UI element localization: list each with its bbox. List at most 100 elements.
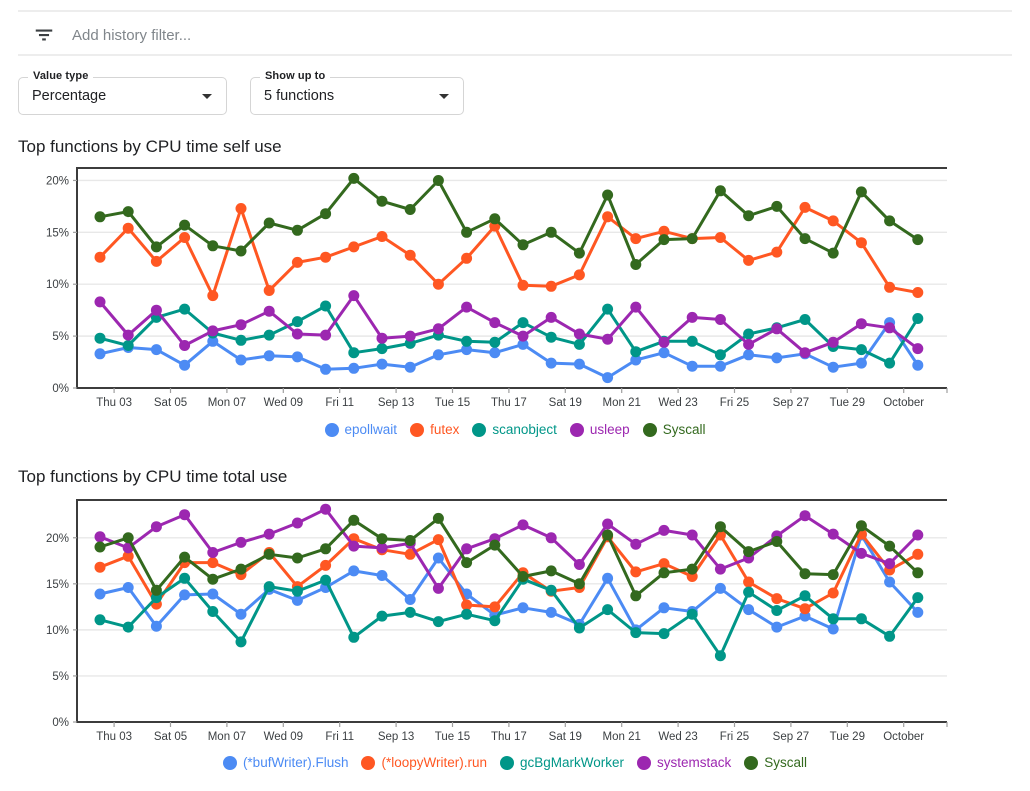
data-point-usleep[interactable] <box>432 323 444 335</box>
data-point-futex[interactable] <box>630 233 642 245</box>
data-point-epollwait[interactable] <box>376 358 388 370</box>
chart-canvas[interactable]: 0% 5% 10% 15% 20% Thu 03 Sat 05 Mon 07 Wed 09 Fri… <box>0 495 1030 749</box>
data-point-systemstack[interactable] <box>658 524 670 536</box>
data-point-systemstack[interactable] <box>884 558 896 570</box>
data-point-scanobject[interactable] <box>517 317 529 329</box>
data-point-systemstack[interactable] <box>517 519 529 531</box>
data-point-(*bufWriter).Flush[interactable] <box>884 576 896 588</box>
data-point-scanobject[interactable] <box>743 328 755 340</box>
data-point-epollwait[interactable] <box>432 349 444 361</box>
data-point-Syscall[interactable] <box>884 215 896 227</box>
legend-item-futex[interactable]: futex <box>410 422 459 437</box>
data-point-usleep[interactable] <box>94 296 106 308</box>
data-point-usleep[interactable] <box>686 311 698 323</box>
data-point-futex[interactable] <box>461 252 473 264</box>
data-point-Syscall[interactable] <box>348 172 360 184</box>
data-point-Syscall[interactable] <box>630 259 642 270</box>
data-point-scanobject[interactable] <box>348 347 360 359</box>
data-point-scanobject[interactable] <box>461 335 473 347</box>
data-point-epollwait[interactable] <box>150 344 162 356</box>
history-filter-input[interactable]: Add history filter... <box>72 26 192 44</box>
data-point-(*loopyWriter).run[interactable] <box>404 548 416 560</box>
data-point-epollwait[interactable] <box>771 352 783 364</box>
data-point-Syscall[interactable] <box>771 200 783 212</box>
data-point-usleep[interactable] <box>404 330 416 342</box>
data-point-epollwait[interactable] <box>179 359 191 371</box>
data-point-epollwait[interactable] <box>517 338 529 350</box>
data-point-scanobject[interactable] <box>235 334 247 346</box>
data-point-(*loopyWriter).run[interactable] <box>461 599 473 611</box>
data-point-Syscall[interactable] <box>432 175 444 186</box>
legend-item-(*loopyWriter).run[interactable]: (*loopyWriter).run <box>361 755 487 770</box>
data-point-gcBgMarkWorker[interactable] <box>827 613 839 625</box>
data-point-systemstack[interactable] <box>94 531 106 543</box>
data-point-scanobject[interactable] <box>545 331 557 343</box>
data-point-Syscall[interactable] <box>432 512 444 524</box>
data-point-(*loopyWriter).run[interactable] <box>743 576 755 588</box>
data-point-futex[interactable] <box>94 251 106 263</box>
data-point-Syscall[interactable] <box>517 239 529 251</box>
data-point-(*loopyWriter).run[interactable] <box>658 558 670 570</box>
data-point-systemstack[interactable] <box>461 543 473 555</box>
data-point-scanobject[interactable] <box>489 336 501 348</box>
data-point-gcBgMarkWorker[interactable] <box>179 572 191 584</box>
data-point-futex[interactable] <box>771 246 783 258</box>
data-point-scanobject[interactable] <box>376 343 388 355</box>
data-point-Syscall[interactable] <box>573 578 585 590</box>
data-point-Syscall[interactable] <box>602 529 614 541</box>
data-point-gcBgMarkWorker[interactable] <box>545 584 557 596</box>
data-point-Syscall[interactable] <box>855 186 867 198</box>
legend-item-scanobject[interactable]: scanobject <box>472 422 557 437</box>
data-point-futex[interactable] <box>122 222 134 234</box>
data-point-Syscall[interactable] <box>658 567 670 579</box>
data-point-gcBgMarkWorker[interactable] <box>630 627 642 639</box>
data-point-(*bufWriter).Flush[interactable] <box>912 606 924 618</box>
data-point-Syscall[interactable] <box>263 548 275 560</box>
data-point-scanobject[interactable] <box>602 303 614 315</box>
data-point-futex[interactable] <box>884 281 896 293</box>
data-point-Syscall[interactable] <box>94 541 106 553</box>
data-point-Syscall[interactable] <box>150 241 162 253</box>
data-point-scanobject[interactable] <box>263 329 275 341</box>
data-point-(*bufWriter).Flush[interactable] <box>179 589 191 601</box>
data-point-epollwait[interactable] <box>573 358 585 370</box>
data-point-gcBgMarkWorker[interactable] <box>855 613 867 625</box>
data-point-epollwait[interactable] <box>461 344 473 356</box>
data-point-(*bufWriter).Flush[interactable] <box>771 621 783 633</box>
data-point-(*bufWriter).Flush[interactable] <box>602 572 614 584</box>
data-point-usleep[interactable] <box>912 343 924 355</box>
data-point-epollwait[interactable] <box>404 361 416 373</box>
data-point-Syscall[interactable] <box>602 189 614 201</box>
data-point-usleep[interactable] <box>855 318 867 330</box>
data-point-epollwait[interactable] <box>348 362 360 374</box>
data-point-Syscall[interactable] <box>799 568 811 580</box>
data-point-Syscall[interactable] <box>573 247 585 259</box>
data-point-usleep[interactable] <box>179 340 191 351</box>
data-point-futex[interactable] <box>291 256 303 268</box>
data-point-usleep[interactable] <box>573 328 585 340</box>
data-point-(*loopyWriter).run[interactable] <box>320 559 332 571</box>
data-point-(*bufWriter).Flush[interactable] <box>348 565 360 577</box>
data-point-Syscall[interactable] <box>404 204 416 215</box>
data-point-futex[interactable] <box>320 251 332 263</box>
data-point-scanobject[interactable] <box>291 316 303 328</box>
data-point-futex[interactable] <box>179 232 191 243</box>
data-point-usleep[interactable] <box>799 347 811 359</box>
data-point-(*bufWriter).Flush[interactable] <box>404 594 416 605</box>
data-point-epollwait[interactable] <box>743 349 755 361</box>
data-point-Syscall[interactable] <box>714 185 726 197</box>
data-point-Syscall[interactable] <box>376 533 388 545</box>
data-point-(*bufWriter).Flush[interactable] <box>122 582 134 593</box>
data-point-usleep[interactable] <box>630 301 642 313</box>
data-point-epollwait[interactable] <box>235 354 247 366</box>
legend-item-Syscall[interactable]: Syscall <box>744 755 807 770</box>
data-point-systemstack[interactable] <box>291 517 303 529</box>
data-point-systemstack[interactable] <box>207 547 219 558</box>
data-point-scanobject[interactable] <box>122 340 134 351</box>
legend-item-systemstack[interactable]: systemstack <box>637 755 731 770</box>
legend-item-Syscall[interactable]: Syscall <box>642 422 705 437</box>
data-point-Syscall[interactable] <box>884 540 896 552</box>
data-point-scanobject[interactable] <box>686 335 698 347</box>
chart-canvas[interactable]: 0% 5% 10% 15% 20% Thu 03 Sat 05 Mon 07 Wed 09 Fri… <box>0 163 1030 415</box>
data-point-systemstack[interactable] <box>714 563 726 575</box>
